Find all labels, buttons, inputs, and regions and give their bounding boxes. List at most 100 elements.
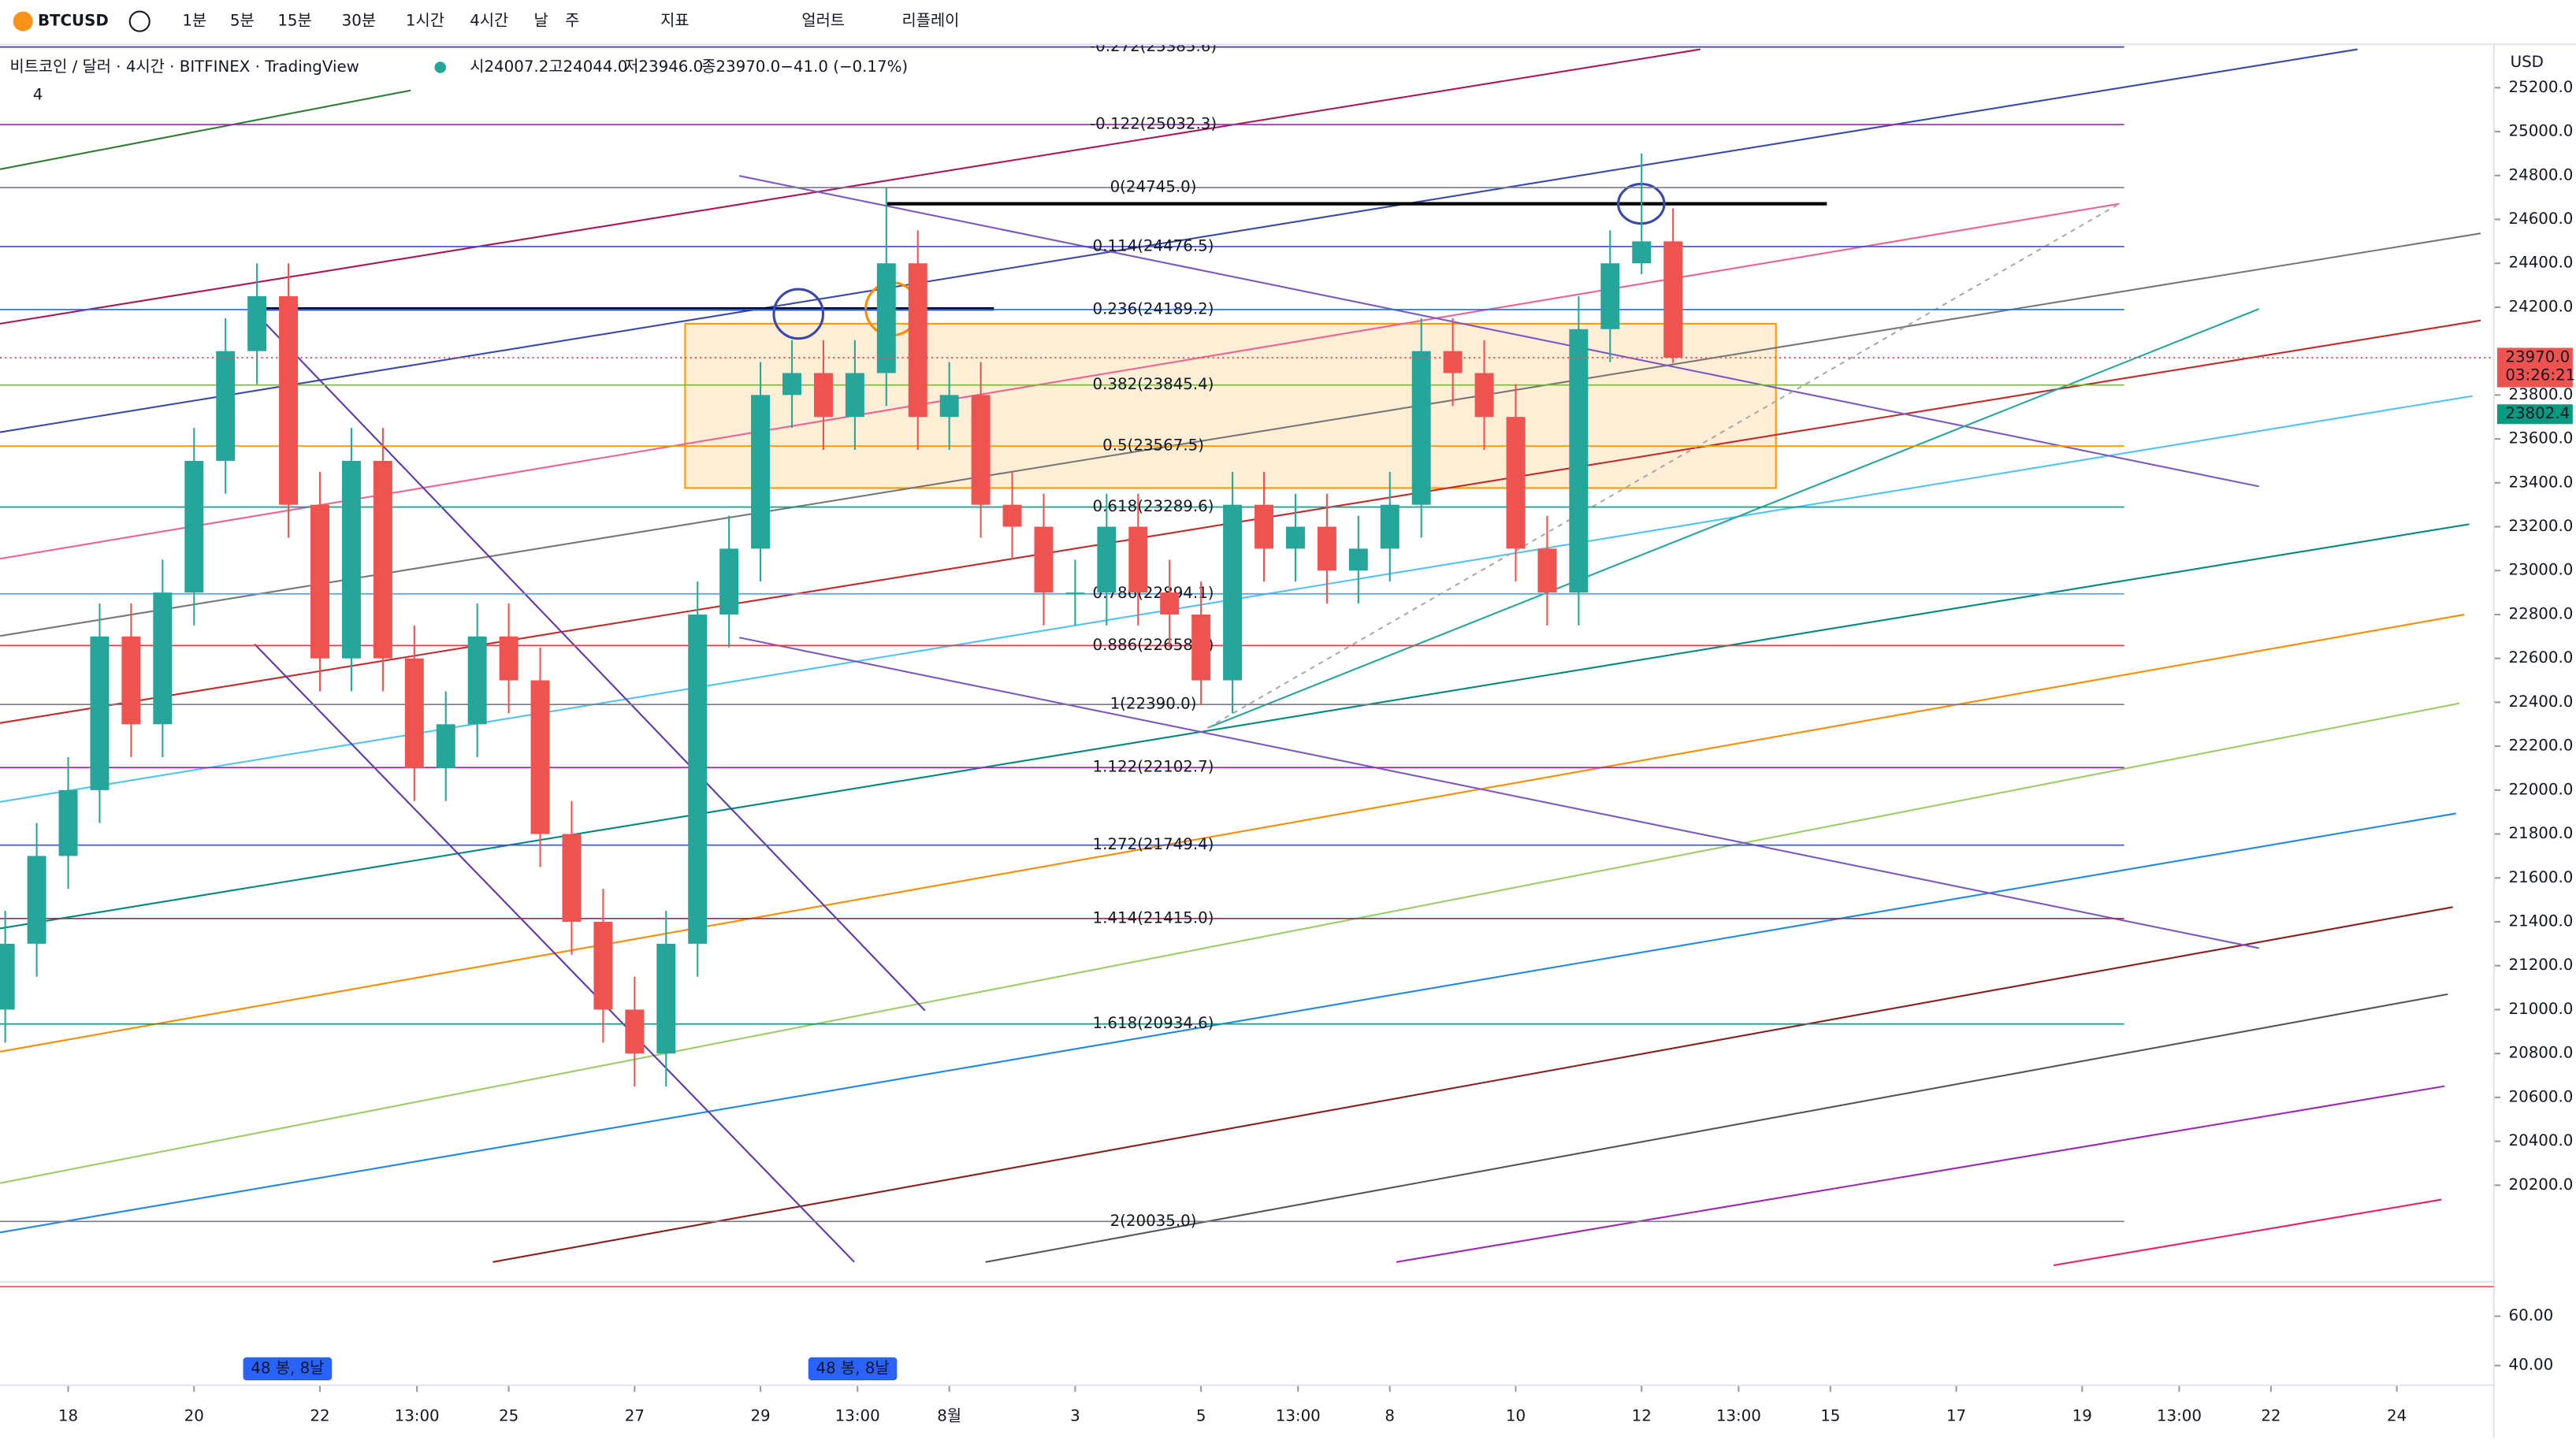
- trend-line: [0, 89, 411, 170]
- candles: [0, 153, 1683, 1086]
- trend-line: [0, 812, 2456, 1234]
- drawings: [0, 48, 2481, 1267]
- candle-body: [845, 373, 864, 418]
- candle-body: [467, 636, 487, 725]
- interval-button[interactable]: 15분: [277, 12, 311, 30]
- coin-icon: [13, 11, 33, 32]
- candle-body: [404, 658, 424, 768]
- trend-line: [0, 702, 2460, 1184]
- trend-line: [493, 906, 2453, 1263]
- trend-line: [254, 311, 926, 1012]
- add-symbol[interactable]: [128, 10, 151, 32]
- y-tick-label: 20200.0: [2509, 1175, 2574, 1194]
- interval-button[interactable]: 5분: [230, 12, 255, 30]
- y-tick-label: 21200.0: [2509, 956, 2574, 974]
- rsi-tick-label: 40.00: [2509, 1356, 2554, 1374]
- alerts-button[interactable]: 얼러트: [801, 12, 845, 30]
- trend-line: [1206, 202, 2120, 729]
- ma-price-label: 23802.4: [2505, 404, 2570, 422]
- candle-body: [813, 373, 833, 418]
- x-tick-label: 19: [2072, 1406, 2092, 1424]
- trend-line: [1206, 308, 2260, 729]
- x-tick-label: 3: [1070, 1406, 1080, 1424]
- x-tick-label: 10: [1506, 1406, 1526, 1424]
- trend-line: [0, 48, 1701, 325]
- candle-body: [27, 856, 46, 944]
- candle-body: [1128, 526, 1148, 593]
- interval-button[interactable]: 30분: [342, 12, 376, 30]
- x-tick-label: 8월: [937, 1406, 961, 1424]
- candle-body: [530, 680, 550, 834]
- x-tick-label: 15: [1820, 1406, 1840, 1424]
- y-tick-label: 21000.0: [2509, 1000, 2574, 1018]
- trend-line: [738, 637, 2259, 949]
- fib-label: 0.786(22894.1): [1093, 584, 1214, 602]
- y-tick-label: 24800.0: [2509, 165, 2574, 184]
- candle-body: [1097, 526, 1117, 593]
- trend-line: [0, 614, 2465, 1053]
- trend-line: [0, 232, 2481, 637]
- x-tick-label: 18: [58, 1406, 78, 1424]
- candle-body: [1160, 592, 1180, 615]
- fib-label: 0.382(23845.4): [1093, 375, 1214, 393]
- y-tick-label: 21400.0: [2509, 912, 2574, 930]
- y-tick-label: 25000.0: [2509, 122, 2574, 140]
- rsi-tick-label: 60.00: [2509, 1306, 2554, 1324]
- indicators-button[interactable]: 지표: [660, 12, 689, 30]
- candle-body: [216, 351, 236, 461]
- symbol[interactable]: BTCUSD: [38, 12, 109, 30]
- chart-title: 비트코인 / 달러 · 4시간 · BITFINEX · TradingView: [10, 58, 359, 76]
- range-tag: [808, 1357, 898, 1380]
- x-tick-label: 25: [499, 1406, 519, 1424]
- candle-body: [719, 548, 739, 615]
- y-tick-label: 22600.0: [2509, 648, 2574, 667]
- y-tick-label: 20400.0: [2509, 1131, 2574, 1149]
- candle-body: [1474, 373, 1494, 418]
- trend-line: [254, 643, 855, 1263]
- interval-button[interactable]: 1시간: [406, 12, 444, 30]
- trend-line: [738, 175, 2259, 488]
- candle-body: [593, 922, 613, 1010]
- trend-line: [0, 523, 2470, 930]
- interval-button[interactable]: 날: [534, 12, 548, 30]
- interval-button[interactable]: 1분: [182, 12, 206, 30]
- x-tick-label: 13:00: [395, 1406, 440, 1424]
- y-tick-label: 24600.0: [2509, 210, 2574, 228]
- interval-button[interactable]: 4시간: [470, 12, 508, 30]
- candle-body: [1506, 417, 1526, 549]
- last-price-tag: [2496, 347, 2573, 388]
- candle-body: [1411, 351, 1431, 505]
- x-tick-label: 27: [625, 1406, 645, 1424]
- candle-body: [0, 943, 15, 1010]
- fib-label: 0.5(23567.5): [1102, 436, 1204, 455]
- y-tick-label: 23000.0: [2509, 561, 2574, 579]
- candle-body: [90, 636, 110, 790]
- fib-label: 1.272(21749.4): [1093, 835, 1214, 853]
- fib-label: 0(24745.0): [1110, 178, 1197, 196]
- candle-body: [1065, 592, 1085, 595]
- trend-line: [1396, 1085, 2445, 1263]
- candle-body: [751, 395, 771, 549]
- interval-button[interactable]: 주: [565, 12, 579, 30]
- candle-body: [1632, 241, 1652, 264]
- candle-body: [1348, 548, 1368, 571]
- ohlc-low: 저23946.0: [624, 58, 703, 76]
- candle-body: [1223, 504, 1243, 681]
- y-tick-label: 24400.0: [2509, 254, 2574, 272]
- replay-button[interactable]: 리플레이: [902, 12, 960, 30]
- candle-body: [1663, 241, 1683, 358]
- x-tick-label: 24: [2387, 1406, 2407, 1424]
- candle-body: [1569, 329, 1589, 593]
- trend-line: [985, 993, 2448, 1263]
- fib-label: 0.114(24476.5): [1093, 236, 1214, 254]
- fib-label: 1.414(21415.0): [1093, 908, 1214, 927]
- candle-body: [184, 460, 204, 593]
- y-tick-label: 23400.0: [2509, 473, 2574, 491]
- x-tick-label: 5: [1196, 1406, 1206, 1424]
- candle-body: [562, 834, 582, 923]
- range-label: 48 봉, 8날: [251, 1359, 324, 1377]
- candle-body: [310, 504, 329, 659]
- indicator-count[interactable]: 4: [33, 85, 43, 103]
- candle-body: [908, 263, 927, 418]
- candle-body: [153, 592, 173, 725]
